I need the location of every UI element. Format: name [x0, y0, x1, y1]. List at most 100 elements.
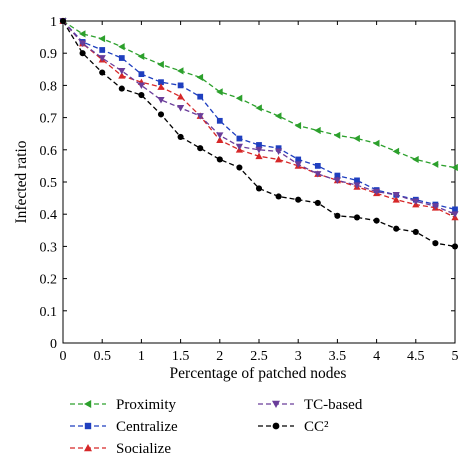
x-tick-label: 2.5	[250, 349, 268, 364]
data-point	[275, 148, 283, 156]
y-tick-label: 0.5	[40, 176, 58, 191]
y-tick-label: 1	[50, 15, 57, 30]
data-point	[196, 73, 204, 81]
y-tick-label: 0.7	[40, 112, 58, 127]
data-point	[373, 217, 380, 224]
x-axis-title: Percentage of patched nodes	[170, 365, 347, 382]
data-point	[235, 143, 243, 151]
legend-label: Centralize	[116, 419, 178, 435]
x-tick-label: 4	[373, 349, 380, 364]
data-point	[216, 132, 224, 139]
data-point	[393, 225, 400, 232]
y-axis-title: Infected ratio	[13, 140, 30, 223]
axis-ticks: 0 0.5 1 1.5 2 2.5 3 3.5 4 4.5 5 0 0.1 0.2 0.3 0.4 0.5 0.6…	[40, 15, 459, 364]
data-point	[275, 145, 282, 152]
data-point	[333, 177, 341, 184]
legend-label: CC²	[304, 419, 329, 435]
data-point	[137, 82, 145, 89]
data-point	[216, 156, 223, 163]
data-point	[334, 212, 341, 219]
data-point	[392, 147, 400, 156]
data-point	[157, 97, 165, 104]
data-point	[79, 30, 86, 38]
data-point	[314, 163, 321, 169]
legend: Proximity Centralize Socialize TC-based CC²	[70, 397, 363, 457]
data-point	[177, 93, 185, 100]
data-point	[431, 160, 439, 168]
data-point	[157, 60, 164, 69]
x-tick-label: 0	[60, 349, 67, 364]
data-point	[137, 52, 145, 61]
data-point	[216, 117, 223, 124]
data-point	[197, 93, 204, 100]
data-point	[99, 47, 106, 53]
data-point	[255, 104, 262, 112]
data-point	[255, 185, 263, 192]
data-point	[412, 155, 419, 164]
data-point	[177, 133, 184, 140]
data-point	[373, 188, 381, 196]
data-point	[451, 243, 459, 250]
data-point	[158, 79, 164, 86]
data-point	[79, 40, 87, 48]
series-line	[62, 20, 456, 248]
series-line	[62, 20, 456, 169]
series-line	[62, 20, 456, 211]
legend-label: TC-based	[304, 397, 363, 413]
data-point	[314, 199, 321, 206]
legend-marker	[272, 400, 280, 408]
series-line	[62, 20, 456, 215]
data-point	[275, 193, 282, 200]
data-point	[177, 105, 185, 112]
data-point	[79, 50, 86, 57]
data-point	[256, 142, 262, 148]
legend-marker	[84, 444, 92, 452]
data-point	[354, 177, 360, 184]
data-point	[432, 240, 439, 247]
x-tick-label: 1	[138, 349, 145, 364]
series-3	[59, 18, 459, 218]
series-4	[59, 17, 459, 250]
data-point	[412, 228, 419, 235]
x-tick-label: 1.5	[172, 349, 190, 364]
legend-marker	[272, 422, 280, 430]
data-point	[314, 171, 322, 178]
data-point	[118, 55, 125, 61]
data-point	[118, 43, 125, 51]
data-point	[216, 136, 224, 144]
data-point	[451, 211, 459, 218]
y-tick-label: 0.3	[40, 240, 58, 255]
legend-item: TC-based	[258, 397, 363, 413]
y-tick-label: 0	[50, 337, 57, 352]
y-tick-label: 0.1	[40, 305, 58, 320]
data-point	[98, 35, 106, 43]
data-point	[275, 112, 282, 120]
data-point	[295, 156, 302, 163]
data-point	[157, 111, 165, 118]
data-point	[98, 55, 106, 62]
data-point	[157, 83, 165, 90]
x-tick-label: 3	[295, 349, 302, 364]
data-point	[99, 69, 106, 76]
x-tick-label: 4.5	[407, 349, 425, 364]
data-point	[177, 82, 184, 89]
legend-marker	[84, 422, 92, 430]
data-point	[373, 139, 380, 147]
data-point	[353, 182, 361, 189]
y-tick-label: 0.2	[40, 273, 58, 288]
data-point	[333, 131, 341, 139]
data-point	[294, 122, 302, 130]
data-point	[431, 203, 439, 210]
legend-marker	[84, 400, 92, 408]
data-point	[197, 145, 204, 152]
legend-item: Socialize	[70, 441, 171, 457]
data-point	[177, 67, 184, 75]
data-point	[452, 206, 458, 213]
x-tick-label: 2	[216, 349, 223, 364]
y-tick-label: 0.8	[40, 79, 58, 94]
data-point	[353, 134, 360, 143]
data-point	[255, 152, 263, 160]
data-point	[118, 85, 125, 92]
